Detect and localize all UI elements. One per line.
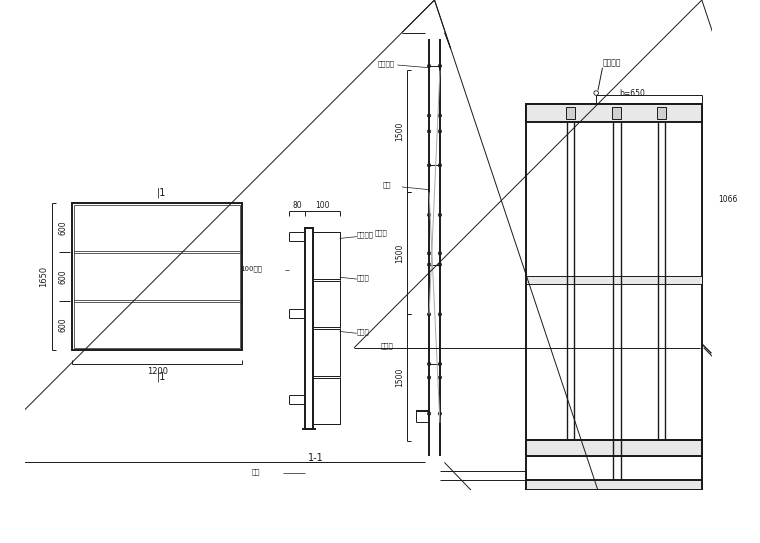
Bar <box>306 228 312 429</box>
Bar <box>74 205 240 348</box>
Bar <box>566 106 575 119</box>
Text: 吸音棉: 吸音棉 <box>357 274 369 281</box>
Bar <box>312 232 340 425</box>
Bar <box>526 104 701 122</box>
Bar <box>312 281 340 327</box>
Text: b=650: b=650 <box>619 89 644 98</box>
Text: 竖向钢管: 竖向钢管 <box>378 60 395 67</box>
Text: 地坪线: 地坪线 <box>380 343 393 349</box>
Text: 嵌板: 嵌板 <box>251 468 260 475</box>
Bar <box>526 104 701 456</box>
Text: 100钢管: 100钢管 <box>240 265 262 272</box>
Text: 横杆: 横杆 <box>382 182 391 188</box>
Text: 1066: 1066 <box>718 194 737 204</box>
Text: 吸音板: 吸音板 <box>357 328 369 335</box>
Bar <box>312 232 340 279</box>
Text: 螺栓连接: 螺栓连接 <box>603 59 621 68</box>
Text: 1650: 1650 <box>39 266 48 287</box>
Bar <box>657 106 666 119</box>
Text: 1200: 1200 <box>147 367 168 376</box>
Text: 600: 600 <box>59 220 68 235</box>
Bar <box>526 276 701 283</box>
Text: |1: |1 <box>157 371 166 382</box>
Text: 80: 80 <box>293 201 302 211</box>
Bar <box>526 481 701 489</box>
Text: 1500: 1500 <box>394 368 404 387</box>
Text: 1500: 1500 <box>394 244 404 263</box>
Bar <box>312 329 340 376</box>
Bar <box>312 378 340 425</box>
Text: |1: |1 <box>157 187 166 198</box>
Bar <box>526 440 701 489</box>
Text: 100: 100 <box>315 201 330 211</box>
Text: 600: 600 <box>59 269 68 283</box>
Text: 1-1: 1-1 <box>309 453 324 463</box>
Text: 竖向龙骨: 竖向龙骨 <box>357 231 374 238</box>
Text: 拉结点: 拉结点 <box>375 230 388 236</box>
Bar <box>526 440 701 456</box>
Bar <box>613 106 622 119</box>
Text: 600: 600 <box>59 318 68 332</box>
Text: 1500: 1500 <box>394 122 404 141</box>
Bar <box>72 203 242 350</box>
